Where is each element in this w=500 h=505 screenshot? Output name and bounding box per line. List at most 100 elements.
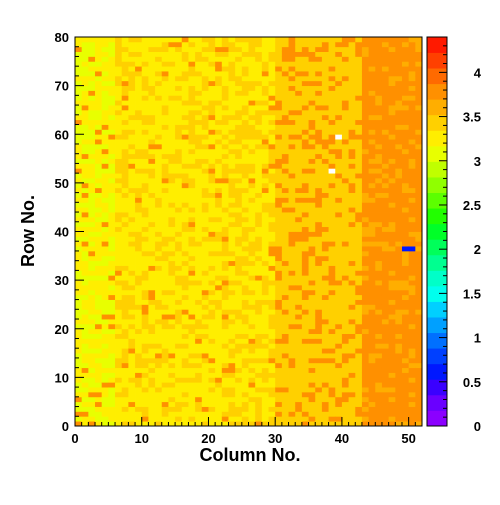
heatmap-cell	[188, 353, 196, 359]
heatmap-cell	[188, 236, 196, 242]
heatmap-cell	[355, 114, 363, 121]
heatmap-cell	[288, 75, 296, 82]
heatmap-cell	[221, 299, 229, 305]
heatmap-cell	[188, 124, 196, 130]
heatmap-cell	[75, 367, 83, 373]
heatmap-cell	[141, 114, 149, 121]
heatmap-cell	[315, 377, 323, 383]
heatmap-cell	[155, 168, 163, 174]
heatmap-cell	[315, 333, 323, 339]
heatmap-cell	[301, 178, 309, 184]
color-bar-band	[427, 270, 447, 287]
heatmap-cell	[181, 56, 189, 62]
heatmap-cell	[415, 231, 423, 237]
heatmap-cell	[228, 348, 236, 354]
heatmap-cell	[108, 338, 116, 344]
heatmap-cell	[128, 105, 136, 111]
heatmap-cell	[321, 377, 329, 383]
heatmap-cell	[328, 401, 336, 407]
heatmap-cell	[221, 148, 229, 155]
heatmap-cell	[135, 372, 143, 378]
heatmap-cell	[281, 212, 289, 218]
heatmap-cell	[235, 192, 243, 198]
heatmap-cell	[115, 46, 123, 52]
heatmap-cell	[295, 207, 303, 213]
heatmap-cell	[221, 377, 229, 383]
heatmap-cell	[135, 124, 143, 130]
heatmap-cell	[95, 362, 103, 369]
heatmap-cell	[195, 284, 203, 291]
heatmap-cell	[75, 231, 83, 237]
heatmap-cell	[121, 275, 129, 281]
heatmap-cell	[401, 173, 410, 179]
heatmap-cell	[81, 143, 89, 150]
heatmap-cell	[275, 182, 283, 189]
heatmap-cell	[155, 236, 163, 242]
heatmap-cell	[408, 221, 416, 228]
heatmap-cell	[328, 309, 336, 315]
heatmap-cell	[121, 309, 129, 315]
heatmap-cell	[228, 231, 236, 237]
heatmap-cell	[88, 114, 96, 121]
heatmap-cell	[308, 391, 316, 398]
heatmap-cell	[321, 80, 329, 87]
heatmap-cell	[275, 56, 283, 62]
heatmap-cell	[95, 143, 103, 150]
heatmap-cell	[81, 75, 89, 82]
heatmap-cell	[208, 338, 216, 344]
heatmap-cell	[248, 105, 256, 111]
heatmap-cell	[301, 221, 309, 228]
heatmap-cell	[141, 66, 149, 72]
color-bar-band	[427, 254, 447, 271]
heatmap-cell	[335, 66, 343, 72]
heatmap-cell	[241, 314, 249, 320]
heatmap-cell	[108, 304, 116, 310]
heatmap-cell	[208, 406, 216, 412]
heatmap-cell	[168, 396, 176, 403]
heatmap-cell	[261, 90, 269, 96]
heatmap-cell	[301, 95, 309, 101]
heatmap-cell	[128, 411, 136, 417]
heatmap-cell	[388, 270, 396, 276]
heatmap-cell	[155, 299, 163, 305]
heatmap-cell	[155, 80, 163, 87]
heatmap-cell	[401, 178, 410, 184]
heatmap-cell	[308, 80, 316, 87]
heatmap-cell	[161, 265, 169, 271]
heatmap-cell	[228, 343, 236, 349]
heatmap-cell	[228, 265, 236, 271]
heatmap-cell	[135, 362, 143, 369]
heatmap-cell	[181, 66, 189, 72]
heatmap-cell	[108, 51, 116, 57]
heatmap-cell	[88, 75, 96, 82]
heatmap-cell	[248, 134, 256, 140]
heatmap-cell	[401, 309, 410, 315]
heatmap-cell	[128, 280, 136, 286]
heatmap-cell	[261, 100, 269, 106]
heatmap-cell	[121, 109, 129, 116]
heatmap-cell	[135, 319, 143, 325]
heatmap-cell	[75, 280, 83, 286]
heatmap-cell	[395, 95, 403, 101]
heatmap-cell	[361, 51, 370, 57]
heatmap-cell	[95, 187, 103, 193]
heatmap-cell	[241, 163, 249, 169]
heatmap-cell	[408, 187, 416, 193]
heatmap-cell	[361, 158, 370, 164]
heatmap-cell	[175, 328, 183, 335]
heatmap-cell	[75, 100, 83, 106]
heatmap-cell	[268, 333, 276, 339]
heatmap-cell	[115, 173, 123, 179]
heatmap-cell	[168, 105, 176, 111]
heatmap-cell	[161, 226, 169, 232]
heatmap-cell	[228, 406, 236, 412]
heatmap-cell	[295, 343, 303, 349]
heatmap-cell	[395, 105, 403, 111]
heatmap-cell	[341, 348, 349, 354]
heatmap-cell	[195, 168, 203, 174]
heatmap-cell	[355, 182, 363, 189]
heatmap-cell	[241, 416, 249, 422]
heatmap-cell	[215, 289, 223, 296]
heatmap-cell	[195, 328, 203, 335]
heatmap-cell	[355, 95, 363, 101]
